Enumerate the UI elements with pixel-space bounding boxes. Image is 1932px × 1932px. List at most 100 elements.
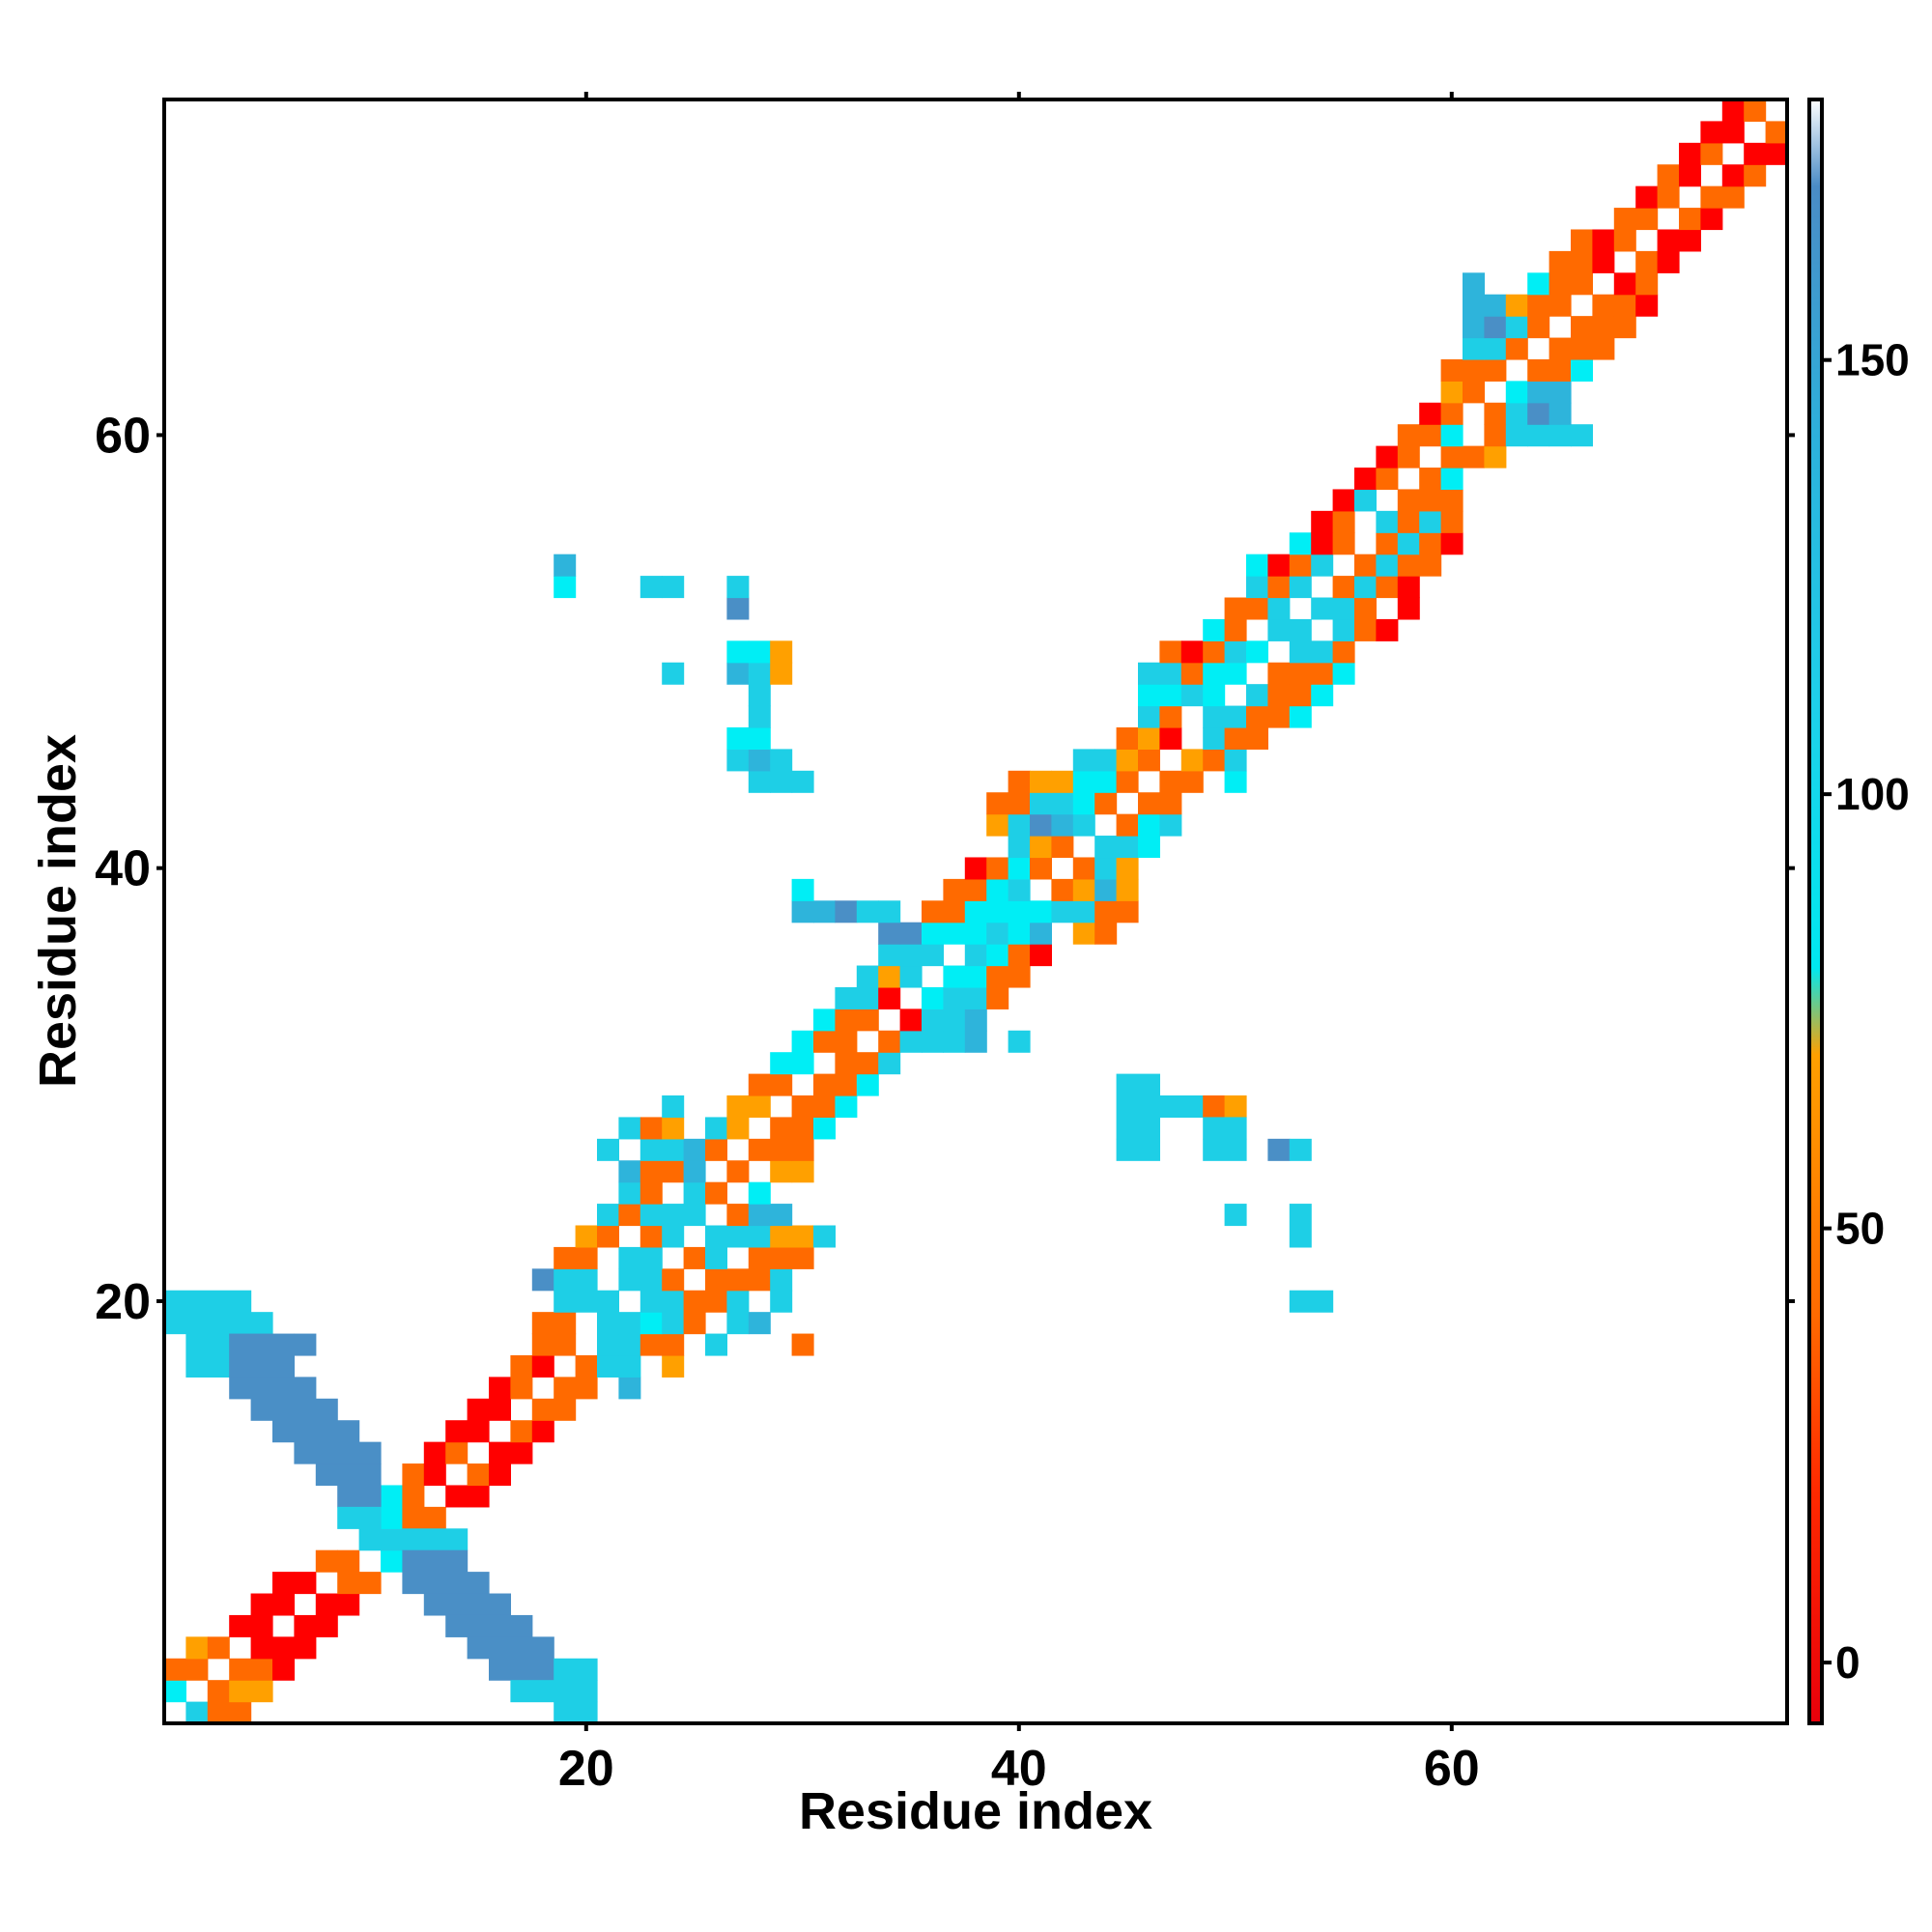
heatmap-cell-block	[337, 1485, 382, 1508]
heatmap-cell	[1289, 532, 1312, 555]
heatmap-cell	[467, 1463, 490, 1487]
heatmap-cell	[835, 1030, 858, 1053]
heatmap-cells	[164, 99, 1788, 1724]
heatmap-cell-block	[510, 1680, 554, 1703]
heatmap-cell	[770, 1204, 793, 1227]
heatmap-cell	[358, 1528, 382, 1551]
heatmap-cell-block	[315, 1463, 382, 1487]
heatmap-cell	[1138, 662, 1160, 685]
heatmap-cell	[1419, 402, 1442, 425]
heatmap-cell	[748, 749, 771, 772]
heatmap-cell	[922, 1009, 944, 1032]
heatmap-cell	[1203, 749, 1226, 772]
heatmap-cell	[1548, 337, 1572, 360]
heatmap-cell	[1527, 272, 1550, 296]
heatmap-cell	[1548, 402, 1572, 425]
heatmap-cell	[597, 1138, 619, 1161]
heatmap-cell	[1332, 618, 1355, 641]
heatmap-cell	[618, 1160, 641, 1183]
heatmap-cell	[986, 878, 1009, 901]
heatmap-cell	[662, 1095, 685, 1119]
heatmap-cell	[531, 1354, 554, 1378]
heatmap-cell	[1419, 468, 1442, 491]
heatmap-cell	[423, 1506, 446, 1529]
heatmap-cell	[1203, 618, 1226, 641]
heatmap-cell	[337, 1549, 360, 1573]
heatmap-cell	[1246, 554, 1268, 577]
heatmap-cell	[402, 1506, 425, 1529]
heatmap-cell-block	[294, 1333, 317, 1356]
heatmap-cell	[618, 1354, 641, 1378]
heatmap-cell-block	[250, 1398, 338, 1421]
heatmap-cell	[337, 1593, 360, 1616]
colorbar-tick-label: 150	[1835, 335, 1910, 385]
heatmap-cell	[445, 1441, 469, 1464]
heatmap-cell	[662, 1290, 685, 1313]
heatmap-cell	[575, 1290, 598, 1313]
heatmap-cell	[662, 1312, 685, 1335]
heatmap-cell	[1311, 554, 1334, 577]
heatmap-cell	[964, 965, 987, 988]
heatmap-cell	[597, 1312, 619, 1335]
heatmap-cell	[813, 1095, 836, 1119]
heatmap-cell	[964, 986, 987, 1009]
heatmap-cell	[1332, 532, 1355, 555]
heatmap-cell	[510, 1377, 533, 1400]
heatmap-cell	[1419, 489, 1442, 512]
heatmap-cell	[1527, 424, 1550, 447]
heatmap-cell	[381, 1485, 403, 1508]
heatmap-cell	[272, 1636, 295, 1660]
heatmap-cell	[1224, 726, 1247, 750]
heatmap-cell	[250, 1680, 273, 1703]
heatmap-cell	[986, 944, 1009, 967]
colorbar-ticks: 0 50 100 150	[1822, 335, 1910, 1688]
heatmap-cell	[1548, 250, 1572, 273]
heatmap-cell-block	[554, 1701, 598, 1724]
heatmap-cell	[229, 1614, 252, 1637]
heatmap-cell	[1267, 576, 1291, 599]
heatmap-cell	[639, 1160, 663, 1183]
heatmap-cell-block	[229, 1333, 295, 1378]
heatmap-cell	[1571, 358, 1593, 382]
heatmap-cell	[1505, 316, 1528, 339]
heatmap-cell	[618, 1246, 641, 1269]
heatmap-cell	[1397, 424, 1420, 447]
heatmap-cell	[1203, 726, 1226, 750]
heatmap-cell	[1765, 142, 1788, 165]
heatmap-cell	[1332, 662, 1355, 685]
heatmap-cell	[1030, 792, 1052, 815]
x-tick-label: 20	[558, 1741, 614, 1797]
heatmap-cell	[294, 1572, 317, 1595]
heatmap-cell	[943, 900, 966, 923]
heatmap-cell	[1527, 316, 1550, 339]
heatmap-cell	[1030, 944, 1052, 967]
heatmap-cell	[554, 1377, 577, 1400]
heatmap-cell	[1721, 99, 1745, 123]
heatmap-cell	[943, 878, 966, 901]
heatmap-cell	[856, 965, 879, 988]
heatmap-cell	[726, 749, 750, 772]
heatmap-cell	[1635, 208, 1659, 231]
heatmap-cell	[618, 1268, 641, 1292]
heatmap-cell	[1419, 424, 1442, 447]
heatmap-cell	[1376, 468, 1399, 491]
heatmap-cell	[1484, 316, 1507, 339]
heatmap-cell	[1072, 792, 1095, 815]
heatmap-cell	[639, 1117, 663, 1140]
heatmap-cell	[1246, 576, 1268, 599]
heatmap-cell	[1548, 424, 1572, 447]
heatmap-cell	[705, 1117, 727, 1140]
heatmap-cell	[1116, 813, 1139, 837]
heatmap-cell	[1072, 857, 1095, 880]
heatmap-cell	[1159, 770, 1182, 793]
heatmap-cell	[1180, 662, 1204, 685]
heatmap-cell	[986, 857, 1009, 880]
heatmap-cell	[1505, 424, 1528, 447]
heatmap-cell	[489, 1377, 511, 1400]
heatmap-cell	[1138, 726, 1160, 750]
heatmap-cell	[639, 1225, 663, 1248]
heatmap-cell	[207, 1701, 230, 1724]
heatmap-cell	[575, 1246, 598, 1269]
heatmap-cell	[856, 1073, 879, 1096]
heatmap-cell	[337, 1572, 360, 1595]
